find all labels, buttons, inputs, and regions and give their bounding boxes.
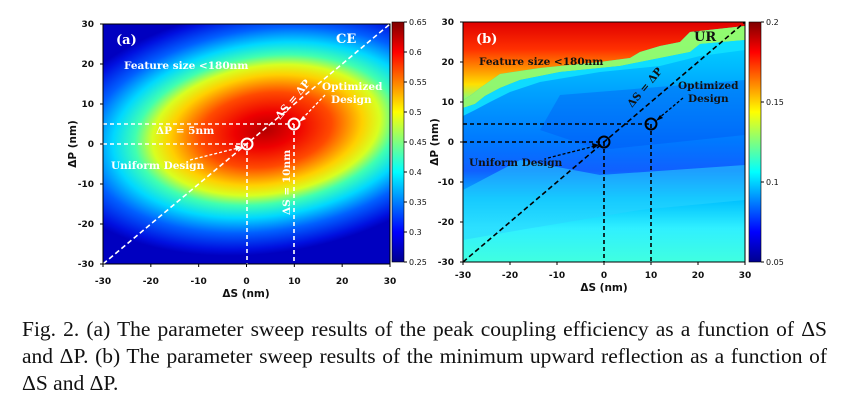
x-tick-label: 30 (384, 277, 397, 287)
y-tick-label: 10 (81, 100, 94, 110)
axes-a: -30 -20 -10 0 10 20 30 30 20 10 0 -10 -20 -30 (78, 20, 397, 287)
x-tick-label: -30 (95, 277, 111, 287)
colorbar-tick-label: 0.65 (409, 18, 427, 27)
colorbar-ticks-a: 0.65 0.6 0.55 0.5 0.45 0.4 0.35 0.3 0.25 (404, 18, 427, 267)
colorbar-tick-label: 0.5 (409, 108, 422, 117)
colorbar-tick-label: 0.2 (766, 18, 779, 27)
optimized-design-marker-a (287, 117, 301, 131)
y-axis-label-b: ΔP (nm) (429, 118, 441, 166)
panel-b: (b) UR Feature size <180nm ΔS = ΔP Optim… (429, 18, 784, 294)
x-tick-label: 20 (336, 277, 349, 287)
x-tick-label: 0 (601, 271, 607, 281)
annotation-uniform-a: Uniform Design (111, 160, 205, 172)
y-tick-label: 30 (441, 18, 454, 28)
panel-a: (a) CE Feature size <180nm ΔP = 5nm ΔS =… (67, 18, 427, 300)
y-tick-label: -20 (438, 218, 454, 228)
y-tick-label: 20 (441, 58, 454, 68)
annotation-feature-size-a: Feature size <180nm (124, 60, 248, 72)
y-tick-label: 0 (448, 138, 454, 148)
high-reflection-region (463, 22, 745, 100)
colorbar-tick-label: 0.1 (766, 178, 779, 187)
x-tick-label: 10 (288, 277, 301, 287)
y-tick-label: -20 (78, 220, 94, 230)
colorbar-tick-label: 0.4 (409, 168, 422, 177)
x-tick-label: -20 (143, 277, 159, 287)
y-axis-label-a: ΔP (nm) (67, 120, 79, 168)
x-tick-label: -10 (191, 277, 207, 287)
panel-a-label: (a) (116, 33, 137, 48)
y-tick-label: -10 (438, 178, 454, 188)
x-axis-label-a: ΔS (nm) (222, 288, 269, 300)
colorbar-tick-label: 0.35 (409, 198, 427, 207)
annotation-feature-size-b: Feature size <180nm (479, 56, 603, 68)
annotation-design-a: Design (331, 94, 372, 106)
x-tick-label: 0 (243, 277, 249, 287)
colorbar-tick-label: 0.6 (409, 48, 422, 57)
colorbar-tick-label: 0.25 (409, 258, 427, 267)
y-tick-label: 0 (88, 140, 94, 150)
x-tick-label: -10 (549, 271, 565, 281)
optimized-design-marker-b (644, 117, 658, 131)
colorbar-tick-label: 0.05 (766, 258, 784, 267)
x-tick-label: -20 (502, 271, 518, 281)
colorbar-ticks-b: 0.2 0.15 0.1 0.05 (761, 18, 784, 267)
annotation-uniform-b: Uniform Design (469, 157, 563, 169)
colorbar-tick-label: 0.55 (409, 78, 427, 87)
uniform-design-marker-b (597, 135, 611, 149)
y-tick-label: -30 (438, 258, 454, 268)
annotation-design-b: Design (688, 93, 729, 105)
annotation-optimized-a: Optimized (322, 81, 383, 93)
x-axis-label-b: ΔS (nm) (580, 282, 627, 294)
annotation-optimized-b: Optimized (678, 80, 739, 92)
figure: (a) CE Feature size <180nm ΔP = 5nm ΔS =… (67, 18, 784, 300)
y-tick-label: -10 (78, 180, 94, 190)
x-tick-label: 20 (692, 271, 705, 281)
colorbar-b (748, 21, 762, 263)
colorbar-a (391, 21, 405, 263)
y-tick-label: -30 (78, 260, 94, 270)
y-tick-label: 10 (441, 98, 454, 108)
panel-b-metric: UR (694, 30, 716, 45)
colorbar-tick-label: 0.3 (409, 228, 422, 237)
figure-caption: Fig. 2. (a) The parameter sweep results … (22, 317, 827, 395)
colorbar-tick-label: 0.45 (409, 138, 427, 147)
axes-b: -30 -20 -10 0 10 20 30 30 20 10 0 -10 -20 -30 (438, 18, 752, 281)
annotation-dp5: ΔP = 5nm (156, 125, 214, 137)
colorbar-tick-label: 0.15 (766, 98, 784, 107)
annotation-ds10: ΔS = 10nm (281, 150, 293, 215)
uniform-design-marker-a (240, 137, 254, 151)
y-tick-label: 30 (81, 20, 94, 30)
y-tick-label: 20 (81, 60, 94, 70)
x-tick-label: 30 (739, 271, 752, 281)
x-tick-label: -30 (455, 271, 471, 281)
x-tick-label: 10 (645, 271, 658, 281)
panel-b-label: (b) (476, 32, 497, 47)
panel-a-metric: CE (336, 32, 356, 47)
